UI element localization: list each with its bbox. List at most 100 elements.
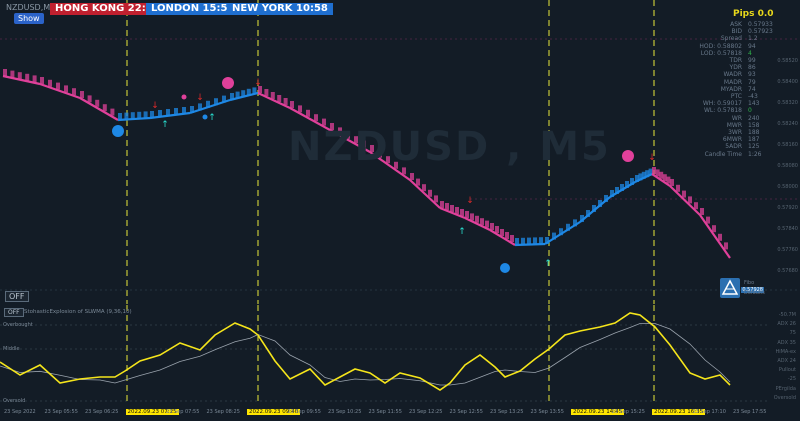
osc-right-label: Pullout bbox=[778, 367, 796, 374]
trend-block bbox=[445, 203, 449, 210]
signal-dot bbox=[202, 114, 208, 120]
trend-block bbox=[428, 189, 432, 197]
trend-block bbox=[386, 156, 390, 164]
stat-value: 143 bbox=[748, 100, 760, 108]
trend-block bbox=[718, 233, 722, 241]
trend-block bbox=[64, 85, 68, 93]
osc-slow-line bbox=[0, 323, 731, 386]
osc-fast-line bbox=[0, 312, 731, 391]
trend-block bbox=[434, 195, 438, 203]
stat-label: PTC bbox=[730, 93, 742, 100]
moving-average-segment bbox=[257, 92, 291, 109]
trend-block bbox=[533, 237, 537, 245]
session-newyork: NEW YORK 10:58 bbox=[227, 3, 333, 15]
trend-block bbox=[505, 232, 509, 239]
time-label: 23 Sep 13:55 bbox=[530, 409, 564, 415]
off-button-main[interactable]: OFF bbox=[5, 291, 29, 302]
trend-block bbox=[354, 136, 358, 144]
signal-arrow-icon: ↓ bbox=[466, 196, 474, 206]
time-label: 23 Sep 12:55 bbox=[449, 409, 483, 415]
time-label: 23 Sep 13:25 bbox=[490, 409, 524, 415]
trend-block bbox=[258, 86, 262, 93]
trend-block bbox=[298, 105, 302, 113]
time-label: 2022.09.23 16:35 bbox=[652, 409, 706, 415]
stat-label: 5ADR bbox=[725, 143, 742, 151]
osc-right-label: 75 bbox=[789, 330, 796, 337]
trend-block bbox=[450, 205, 454, 212]
stat-value: 158 bbox=[748, 121, 760, 129]
signal-arrow-icon: ↓ bbox=[648, 153, 656, 163]
level-middle: Middle bbox=[3, 346, 20, 352]
trend-block bbox=[480, 218, 484, 226]
osc-right-label: HiMA-ex bbox=[775, 348, 796, 355]
time-label: 23 Sep 10:25 bbox=[328, 409, 362, 415]
time-label: 23 Sep 15:25 bbox=[611, 409, 645, 415]
trend-block bbox=[495, 226, 499, 233]
price-tick: 0.58080 bbox=[777, 163, 798, 169]
moving-average-segment bbox=[669, 185, 701, 216]
trend-block bbox=[330, 123, 334, 130]
trend-block bbox=[586, 210, 590, 217]
trend-block bbox=[641, 171, 646, 179]
oscillator-panel[interactable] bbox=[0, 305, 800, 405]
fibo-icon[interactable] bbox=[720, 278, 740, 298]
stat-value: 94 bbox=[748, 42, 756, 50]
trend-block bbox=[592, 205, 596, 212]
trend-block bbox=[515, 238, 519, 245]
trend-block bbox=[676, 184, 680, 192]
show-button[interactable]: Show bbox=[14, 13, 44, 24]
signal-dot bbox=[112, 125, 124, 137]
trend-block bbox=[283, 98, 288, 105]
trend-block bbox=[235, 91, 240, 99]
moving-average-segment bbox=[2, 74, 41, 86]
trend-block bbox=[48, 79, 52, 87]
osc-right-label: PErgilda bbox=[775, 385, 796, 392]
stat-label: 3WR bbox=[728, 129, 742, 136]
osc-right-label: ADX 24 bbox=[777, 358, 796, 364]
moving-average-segment bbox=[464, 217, 491, 231]
stat-label: BID bbox=[731, 28, 742, 36]
stat-label: WR bbox=[731, 114, 742, 122]
trend-block bbox=[422, 184, 426, 192]
stat-label: WH: 0.59017 bbox=[702, 100, 742, 108]
stat-value: -43 bbox=[748, 93, 758, 100]
trend-block bbox=[110, 108, 115, 116]
time-label: 23 Sep 07:55 bbox=[166, 409, 200, 415]
trend-block bbox=[635, 175, 639, 182]
trend-block bbox=[241, 90, 246, 98]
trend-block bbox=[625, 181, 629, 188]
trend-block bbox=[712, 225, 716, 233]
trend-block bbox=[615, 187, 619, 194]
time-label: 2022.09.23 14:45 bbox=[571, 409, 625, 415]
moving-average-segment bbox=[39, 82, 81, 100]
price-tick: 0.58520 bbox=[777, 58, 798, 64]
trend-block bbox=[118, 113, 122, 120]
trend-block bbox=[706, 216, 710, 224]
trend-block bbox=[566, 223, 570, 231]
off-button-indicator[interactable]: OFF bbox=[4, 308, 24, 317]
current-price-tag: 0.57928 bbox=[741, 287, 764, 293]
level-oversold: Oversold bbox=[3, 398, 26, 404]
time-label: 23 Sep 17:55 bbox=[733, 409, 767, 415]
trend-block bbox=[659, 171, 664, 179]
trend-block bbox=[610, 190, 614, 197]
session-hongkong: HONG KONG 22:58 bbox=[50, 3, 165, 15]
osc-right-label: ADX 35 bbox=[777, 339, 796, 346]
signal-dot bbox=[181, 94, 187, 100]
trend-block bbox=[394, 161, 398, 169]
trend-block bbox=[246, 88, 251, 96]
osc-right-label: -50.7M bbox=[778, 312, 796, 318]
stat-label: WL: 0.57818 bbox=[703, 107, 742, 115]
fibo-defaults-label: Defaults bbox=[744, 290, 765, 296]
time-label: 2022.09.23 09:40 bbox=[247, 409, 301, 415]
time-label: 23 Sep 12:25 bbox=[409, 409, 443, 415]
trend-block bbox=[580, 215, 584, 222]
signal-arrow-icon: ↑ bbox=[161, 120, 169, 130]
trend-block bbox=[102, 104, 107, 112]
price-chart[interactable]: ↓↓↓↓↓↑↑↑↑ bbox=[0, 0, 800, 304]
moving-average-segment bbox=[409, 179, 441, 209]
stat-label: WADR bbox=[723, 71, 743, 79]
stat-value: 125 bbox=[748, 143, 760, 151]
trend-block bbox=[655, 169, 660, 177]
trend-block bbox=[72, 88, 76, 96]
